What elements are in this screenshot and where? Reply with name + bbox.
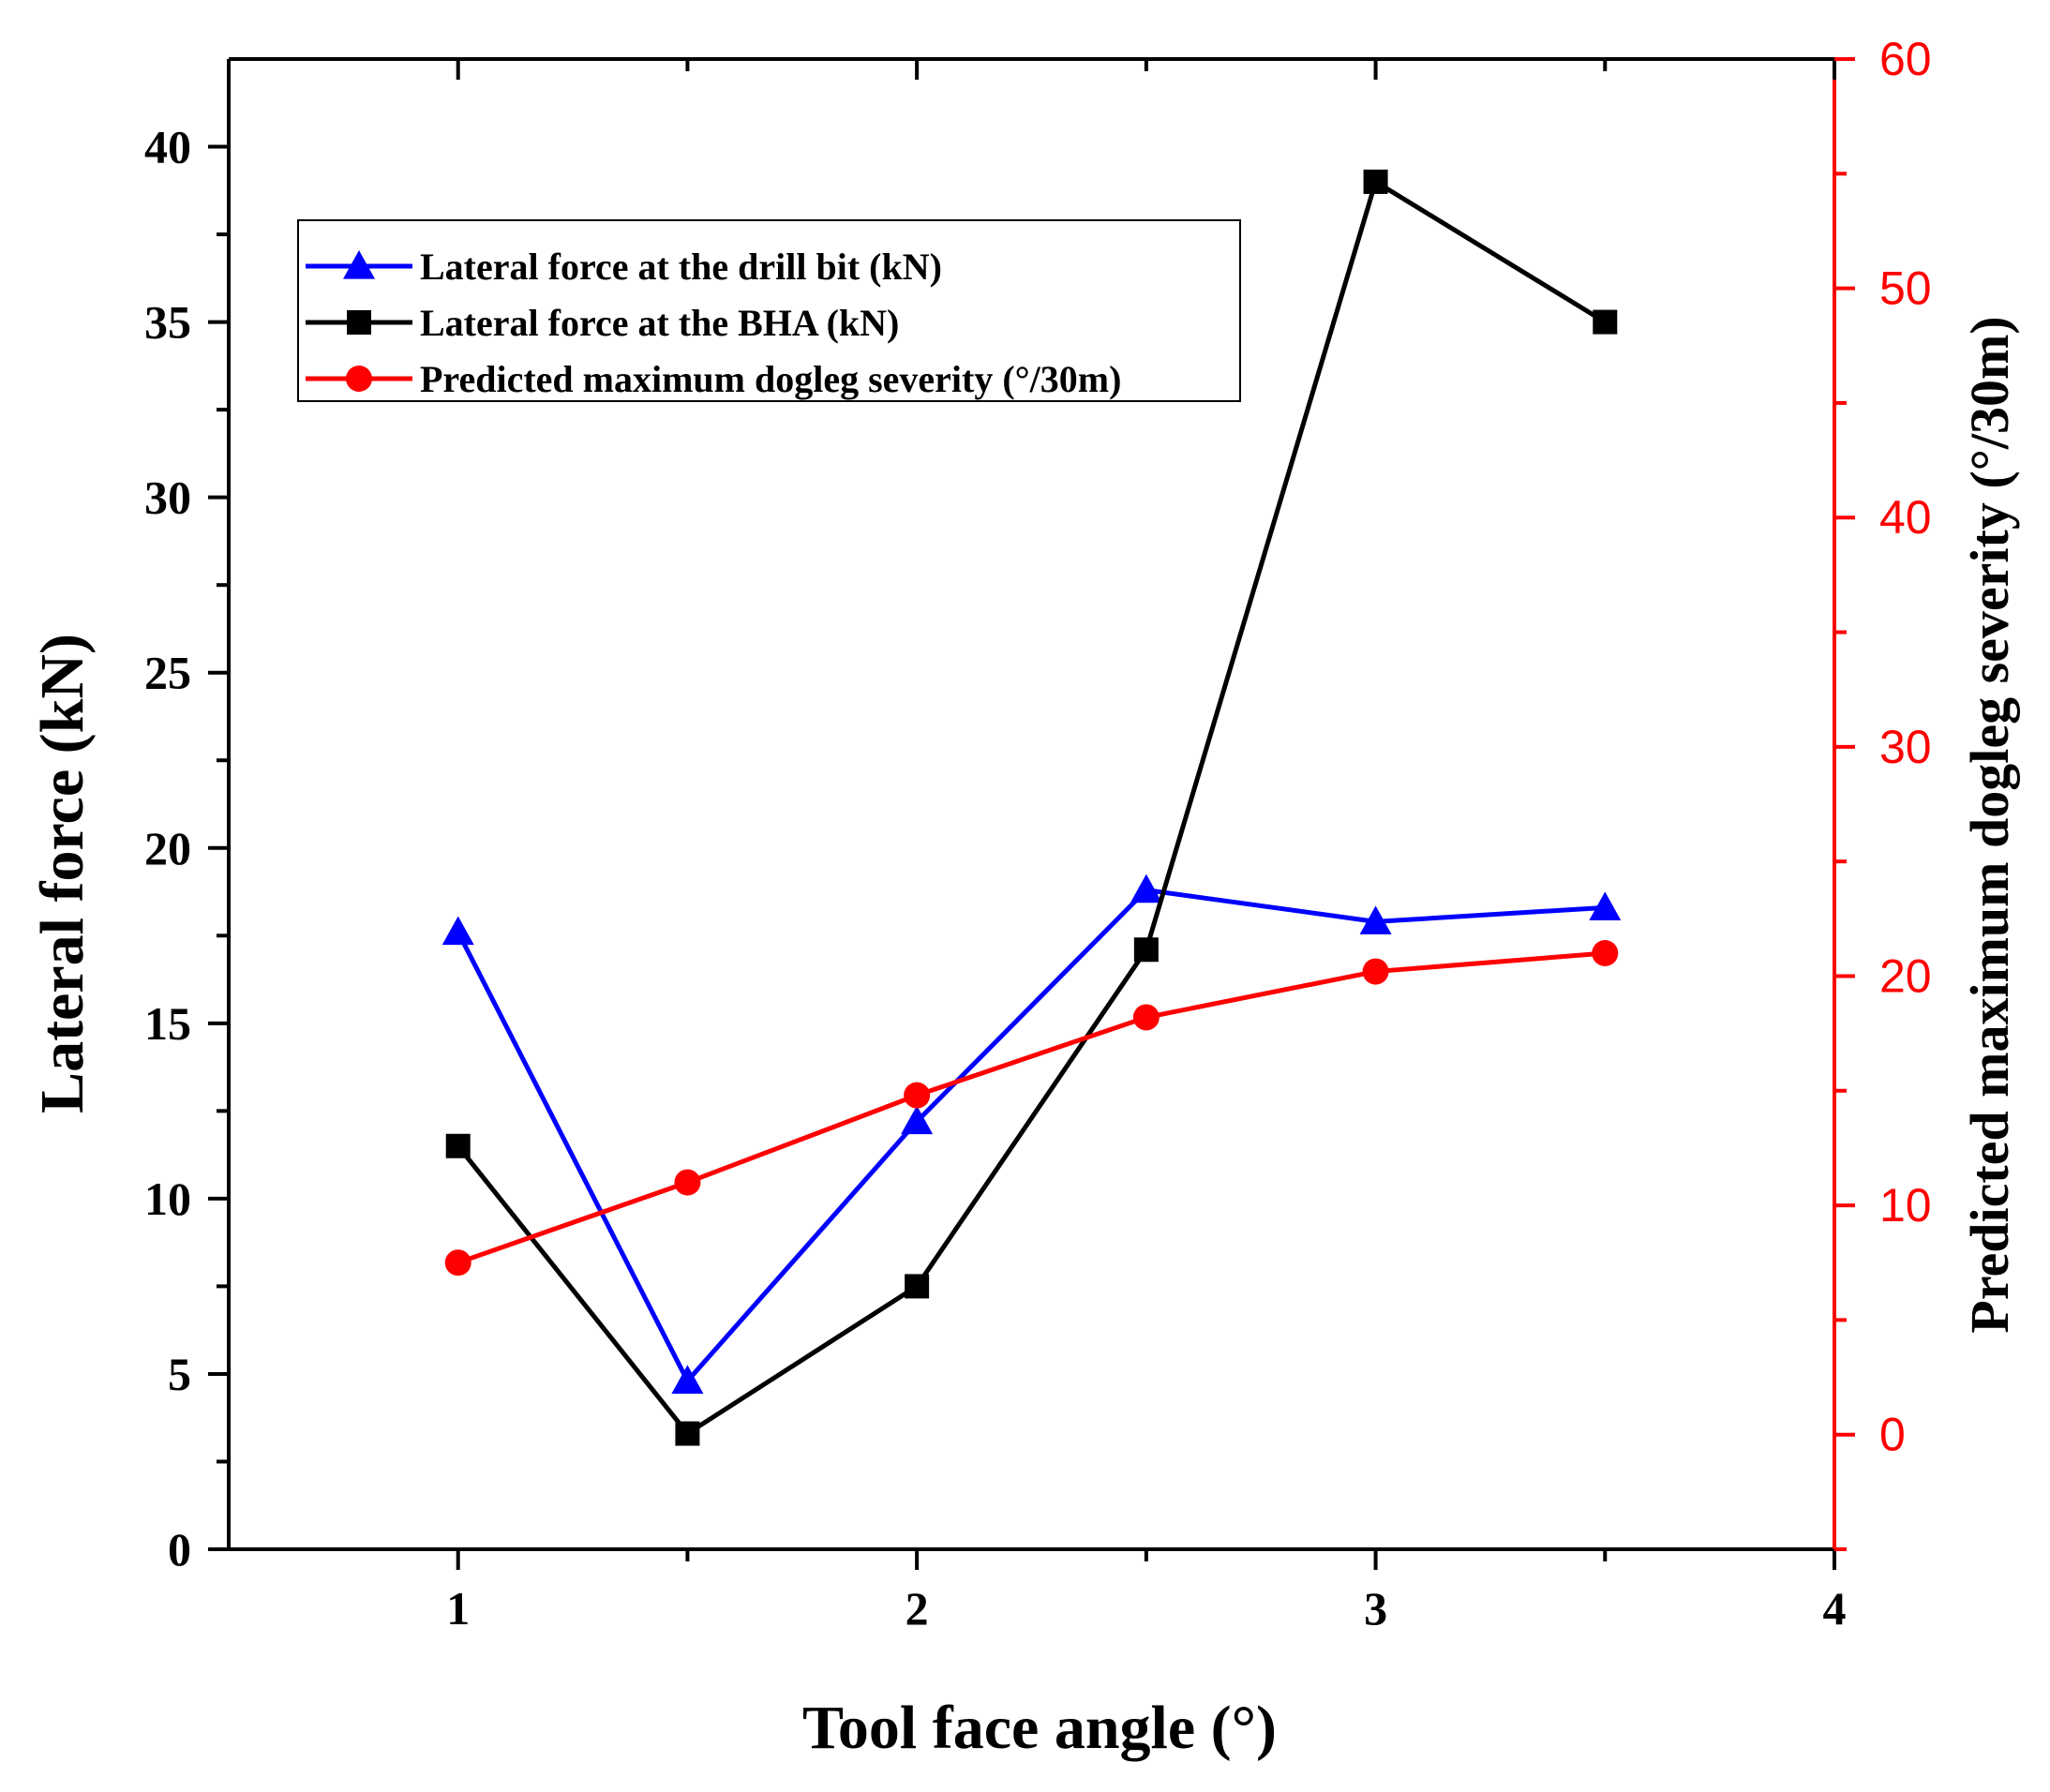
y-tick-label: 5 bbox=[168, 1348, 191, 1400]
y-tick-label: 30 bbox=[144, 471, 191, 524]
data-point-dogleg bbox=[904, 1082, 931, 1109]
legend-marker-bha bbox=[347, 310, 371, 335]
y-axis-title: Lateral force (kN) bbox=[28, 634, 97, 1113]
y-tick-label: 10 bbox=[144, 1172, 191, 1225]
y-tick-label: 15 bbox=[144, 997, 191, 1050]
x-axis-title: Tool face angle (°) bbox=[802, 1694, 1277, 1762]
data-point-bha bbox=[675, 1421, 700, 1446]
series-dogleg bbox=[444, 940, 1619, 1277]
x-tick-label: 1 bbox=[446, 1582, 470, 1635]
series-line-bha bbox=[456, 178, 1607, 1437]
legend-marker-dogleg bbox=[346, 366, 372, 392]
legend-label-dogleg: Predicted maximum dogleg severity (°/30m… bbox=[420, 358, 1121, 400]
x-tick-label: 3 bbox=[1364, 1582, 1387, 1635]
y2-tick-label: 50 bbox=[1879, 262, 1932, 315]
series-bha bbox=[445, 169, 1618, 1446]
y2-tick-label: 40 bbox=[1879, 491, 1932, 544]
y-tick-label: 35 bbox=[144, 296, 191, 349]
y2-axis-title: Predicted maximum dogleg severity (°/30m… bbox=[1959, 316, 2020, 1333]
data-point-drill-bit bbox=[901, 1105, 934, 1135]
data-point-drill-bit bbox=[441, 916, 474, 946]
data-point-dogleg bbox=[1592, 940, 1619, 966]
data-point-bha bbox=[1133, 937, 1159, 963]
data-point-bha bbox=[1363, 169, 1388, 194]
legend-marker-drill-bit bbox=[343, 250, 375, 279]
legend-label-bha: Lateral force at the BHA (kN) bbox=[420, 302, 899, 344]
data-point-dogleg bbox=[444, 1249, 471, 1277]
data-point-dogleg bbox=[674, 1169, 701, 1196]
series-line-dogleg bbox=[456, 950, 1606, 1265]
data-point-drill-bit bbox=[1589, 891, 1622, 920]
legend: Lateral force at the drill bit (kN) Later… bbox=[297, 219, 1241, 402]
data-point-bha bbox=[1593, 309, 1618, 335]
series-drill-bit bbox=[441, 874, 1622, 1395]
data-point-drill-bit bbox=[671, 1365, 704, 1395]
y2-tick-label: 20 bbox=[1879, 949, 1932, 1002]
data-point-drill-bit bbox=[1130, 874, 1162, 903]
y-tick-label: 25 bbox=[144, 647, 191, 699]
series-line-drill-bit bbox=[456, 888, 1606, 1385]
series-layer bbox=[441, 169, 1622, 1446]
data-point-bha bbox=[445, 1133, 471, 1158]
legend-box bbox=[297, 219, 1241, 402]
y-tick-label: 0 bbox=[168, 1523, 191, 1575]
x-tick-label: 4 bbox=[1823, 1582, 1847, 1635]
data-point-bha bbox=[905, 1274, 930, 1299]
data-point-dogleg bbox=[1362, 958, 1389, 985]
y2-tick-label: 60 bbox=[1879, 33, 1932, 85]
data-point-drill-bit bbox=[1359, 905, 1392, 934]
y2-tick-label: 10 bbox=[1879, 1179, 1932, 1232]
x-tick-label: 2 bbox=[905, 1582, 929, 1635]
y2-tick-label: 0 bbox=[1879, 1409, 1906, 1461]
data-point-dogleg bbox=[1132, 1004, 1160, 1031]
y2-tick-label: 30 bbox=[1879, 721, 1932, 773]
y-tick-label: 20 bbox=[144, 822, 191, 874]
y-tick-label: 40 bbox=[144, 121, 191, 173]
legend-label-drill-bit: Lateral force at the drill bit (kN) bbox=[420, 246, 942, 288]
